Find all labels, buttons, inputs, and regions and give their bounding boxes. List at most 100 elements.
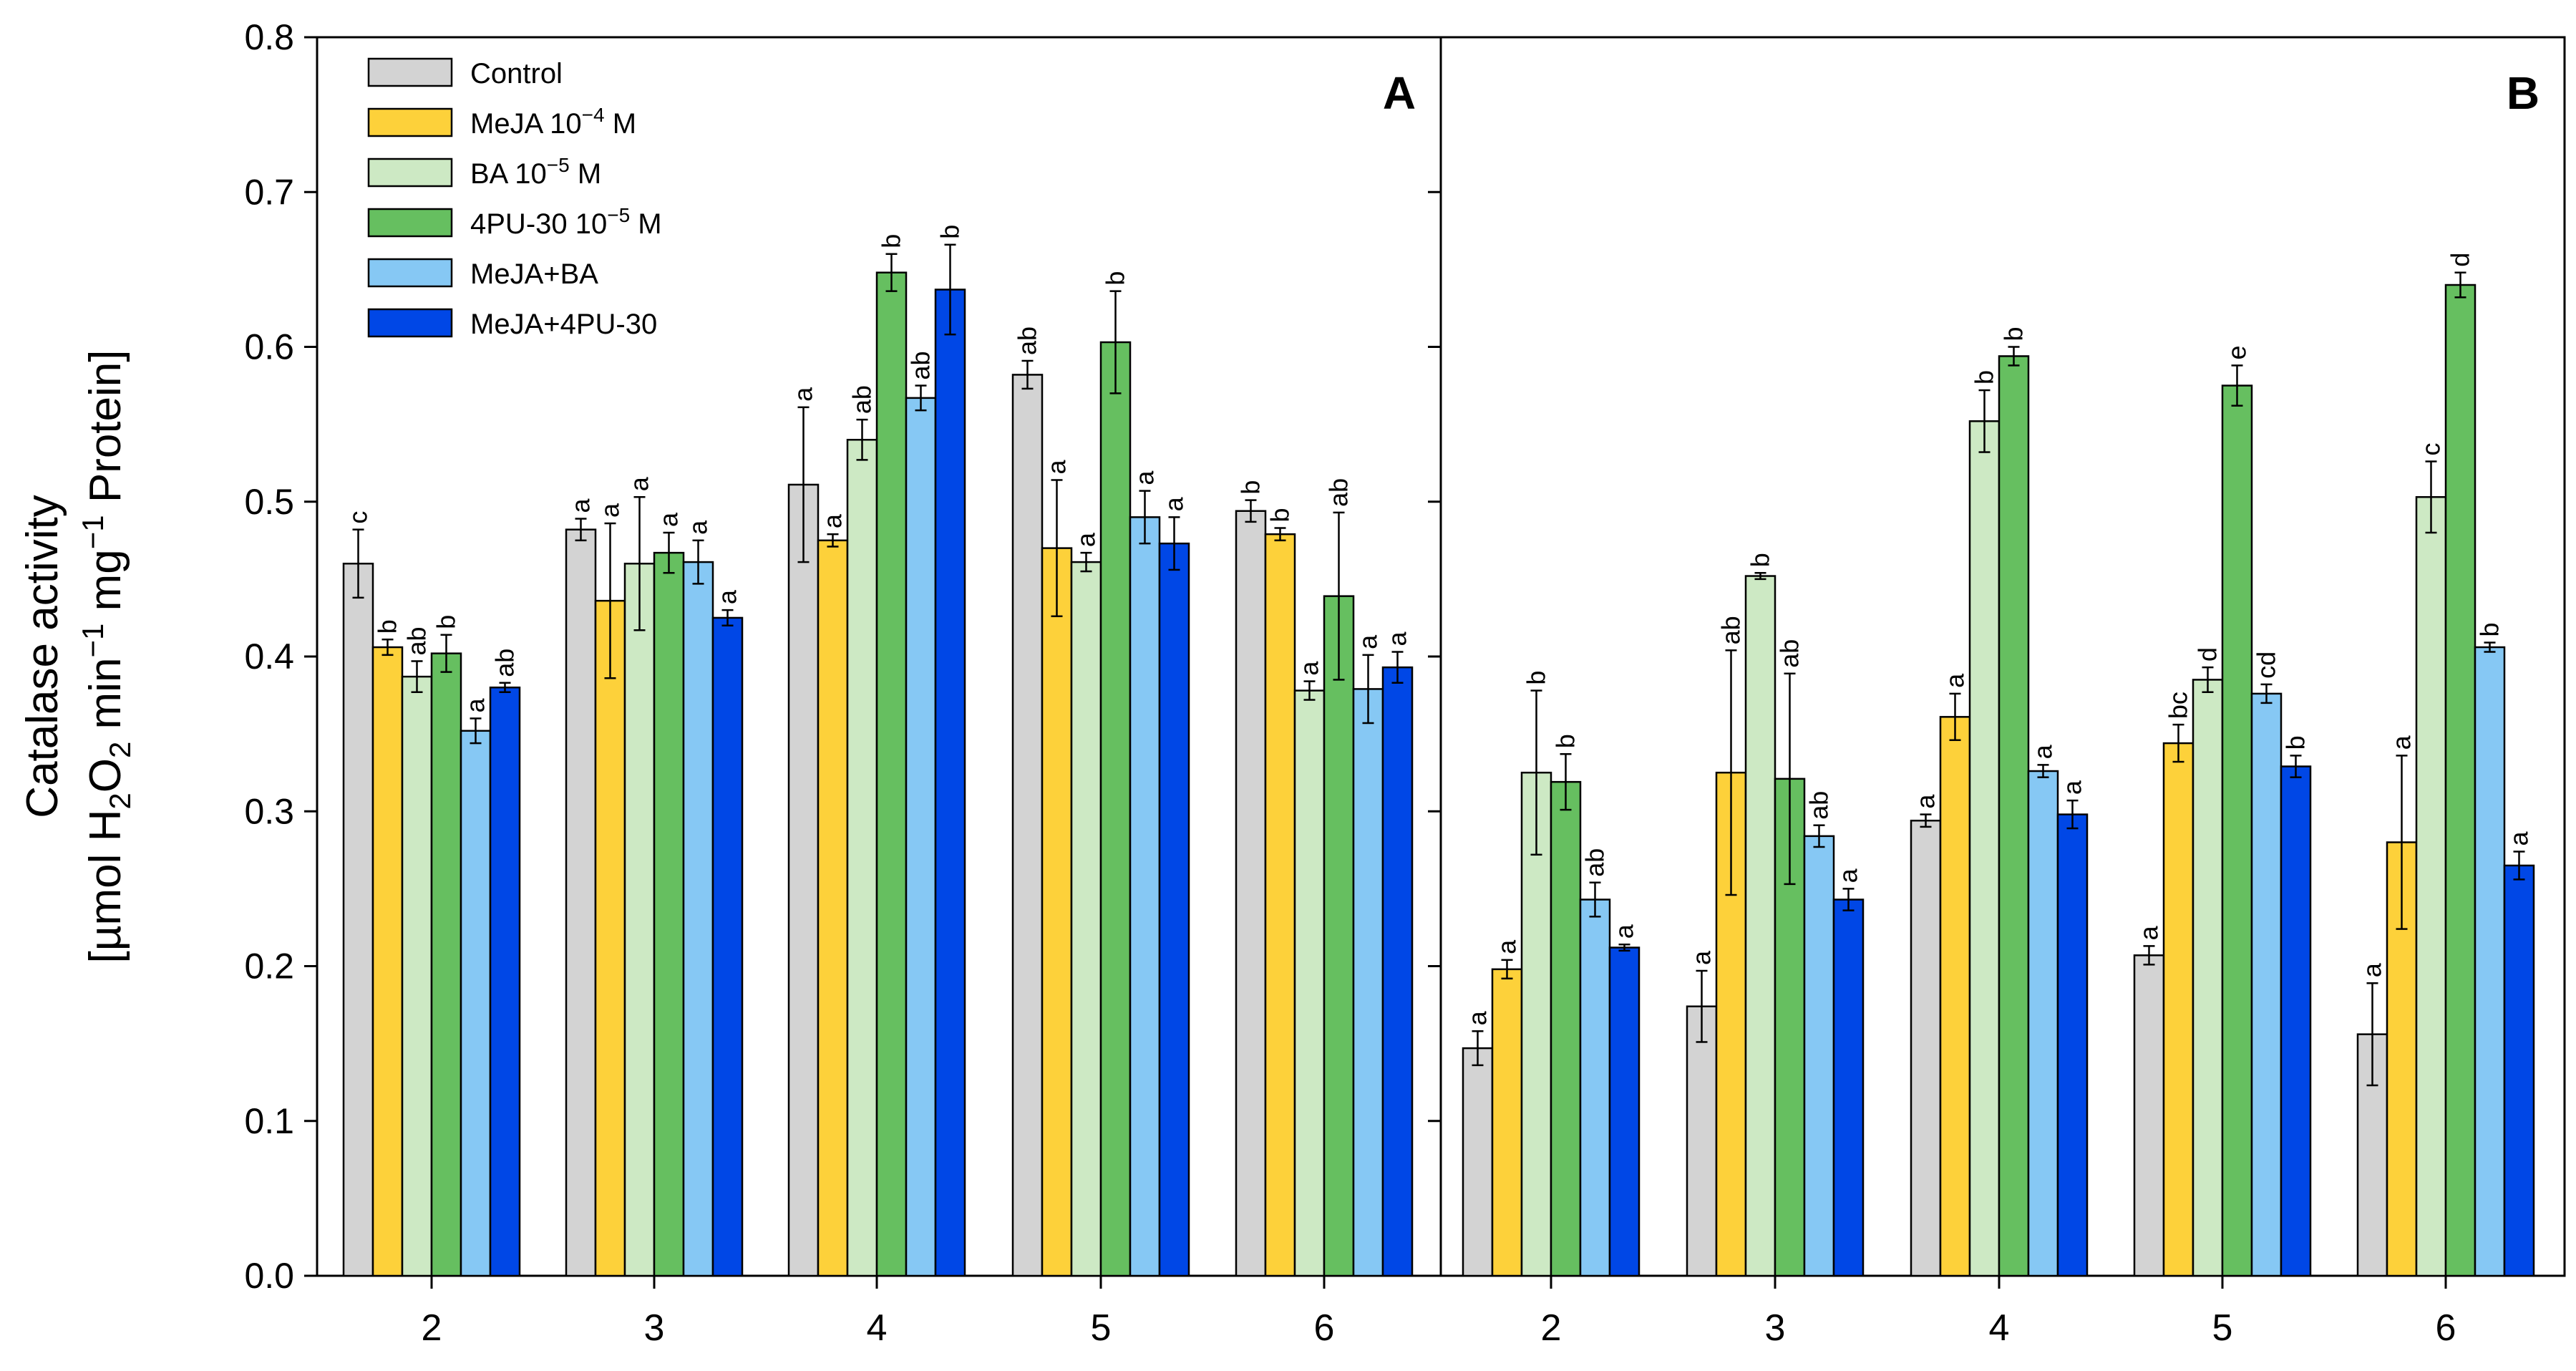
significance-letter: b <box>1970 370 1999 384</box>
panel-label-a: A <box>1383 67 1416 119</box>
y-axis-label-part: −1 <box>76 515 110 549</box>
legend-label-part: Control <box>470 58 563 89</box>
x-tick-label: 4 <box>1989 1307 2010 1349</box>
legend-label: Control <box>470 58 563 89</box>
x-tick-label: 2 <box>422 1307 442 1349</box>
significance-letter: a <box>625 476 654 491</box>
legend-swatch <box>367 258 453 288</box>
bar <box>1381 666 1414 1277</box>
significance-letter: b <box>2281 735 2310 750</box>
panel-label-b: B <box>2507 67 2539 119</box>
legend-label-part: M <box>570 158 601 190</box>
bar <box>1579 898 1611 1277</box>
x-tick-label: 3 <box>644 1307 665 1349</box>
y-axis-label-part: Protein] <box>81 350 130 515</box>
significance-letter: b <box>1101 271 1130 286</box>
y-axis-label-part: min <box>81 658 130 742</box>
bar <box>1968 420 2001 1277</box>
y-axis-label-part: 2 <box>103 742 137 758</box>
y-axis-label-part: O <box>81 758 130 793</box>
bar <box>489 687 521 1277</box>
legend-label: MeJA+4PU-30 <box>470 309 657 340</box>
legend-swatch <box>367 158 453 188</box>
bar <box>430 652 462 1277</box>
y-tick-label: 0.8 <box>244 17 294 57</box>
significance-letter: b <box>2475 623 2504 637</box>
significance-letter: d <box>2193 647 2222 662</box>
bar <box>1129 516 1161 1277</box>
legend-swatch <box>367 107 453 137</box>
bar <box>787 483 820 1277</box>
significance-letter: ab <box>1775 639 1804 668</box>
y-tick-label: 0.4 <box>244 636 294 677</box>
bar <box>2133 954 2165 1277</box>
significance-letter: b <box>1522 671 1551 685</box>
bar <box>1158 542 1190 1277</box>
significance-letter: a <box>2358 962 2387 977</box>
significance-letter: a <box>2134 925 2164 940</box>
legend-label: MeJA 10−4 M <box>470 104 636 140</box>
bar <box>1686 1005 1718 1277</box>
significance-letter: a <box>2028 744 2058 759</box>
bar <box>2415 496 2447 1277</box>
bar <box>565 528 597 1277</box>
significance-letter: e <box>2222 345 2252 359</box>
y-axis-label-line2: [µmol H2O2 min−1 mg−1 Protein] <box>76 350 137 964</box>
bar <box>2192 679 2224 1277</box>
y-tick-label: 0.2 <box>244 946 294 987</box>
bar <box>460 730 492 1277</box>
bar <box>1744 575 1777 1277</box>
legend-label-part: M <box>605 108 636 140</box>
bar <box>1608 946 1641 1277</box>
significance-letter: b <box>1746 553 1775 567</box>
significance-letter: a <box>2058 780 2087 795</box>
significance-letter: b <box>1999 326 2028 341</box>
significance-letter: a <box>1042 459 1071 474</box>
significance-letter: ab <box>490 649 520 677</box>
bar <box>1939 716 1971 1277</box>
bar <box>1264 533 1296 1277</box>
legend-label-part: MeJA 10 <box>470 108 582 140</box>
significance-letter: a <box>1463 1010 1492 1025</box>
significance-letter: a <box>1492 939 1522 954</box>
y-tick-label: 0.3 <box>244 791 294 831</box>
bars-layer <box>342 271 2535 1277</box>
significance-letter: ab <box>906 352 935 380</box>
significance-letter: a <box>566 498 596 513</box>
legend: Control MeJA 10−4 M BA 10 −5 M 4PU-30 10−5 M… <box>367 57 662 340</box>
legend-label-part: MeJA+4PU-30 <box>470 309 657 340</box>
significance-letter: a <box>713 589 742 604</box>
legend-swatch <box>367 208 453 238</box>
bar <box>2221 384 2253 1277</box>
significance-letter: ab <box>402 626 432 655</box>
bar <box>2162 742 2195 1277</box>
legend-label-part: −5 <box>607 204 630 226</box>
legend-label-part: BA 10 <box>470 158 547 190</box>
y-axis-label-part: [µmol H <box>81 810 130 964</box>
bar <box>905 397 937 1277</box>
bar <box>371 646 404 1277</box>
significance-letter: ab <box>1716 616 1746 644</box>
legend-label: MeJA+BA <box>470 258 598 290</box>
significance-letter: a <box>1940 673 1970 688</box>
bar <box>1323 595 1355 1277</box>
significance-letter: a <box>684 520 713 535</box>
bar <box>682 561 714 1277</box>
significance-letter: cd <box>2252 651 2281 679</box>
significance-letter: ab <box>1804 791 1834 820</box>
significance-letter: a <box>818 513 847 528</box>
significance-letter: a <box>461 698 490 713</box>
x-tick-label: 3 <box>1765 1307 1786 1349</box>
significance-letter: a <box>2387 735 2416 750</box>
y-axis-label-line1: Catalase activity <box>18 495 67 818</box>
x-tick-label: 4 <box>867 1307 888 1349</box>
bar <box>1293 689 1326 1277</box>
bar <box>875 271 908 1277</box>
bar <box>1998 355 2030 1277</box>
bar <box>1011 374 1044 1277</box>
x-tick-label: 5 <box>1091 1307 1112 1349</box>
y-tick-label: 0.0 <box>244 1256 294 1296</box>
legend-label: 4PU-30 10−5 M <box>470 204 662 240</box>
